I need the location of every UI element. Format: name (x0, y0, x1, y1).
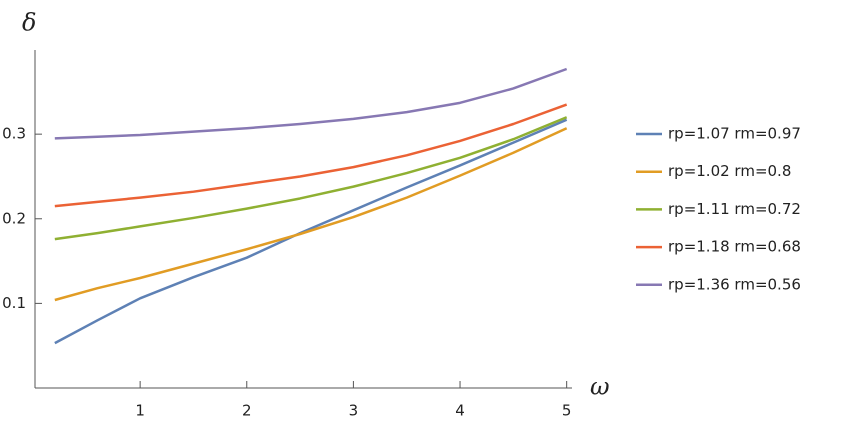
legend-label: rp=1.02 rm=0.8 (668, 162, 791, 180)
y-tick-label: 0.3 (2, 125, 26, 143)
series-line (54, 103, 568, 208)
series-line (54, 127, 568, 302)
legend-label: rp=1.11 rm=0.72 (668, 200, 801, 218)
x-tick-label: 2 (242, 402, 252, 420)
x-tick-label: 5 (562, 402, 572, 420)
y-tick-label: 0.2 (2, 209, 26, 227)
x-axis-label: ω (590, 373, 610, 401)
series-line (54, 116, 568, 241)
y-tick-label: 0.1 (2, 294, 26, 312)
legend-label: rp=1.36 rm=0.56 (668, 275, 801, 293)
x-tick-label: 4 (455, 402, 465, 420)
x-tick-label: 1 (135, 402, 145, 420)
legend-label: rp=1.18 rm=0.68 (668, 238, 801, 256)
x-tick-label: 3 (349, 402, 359, 420)
series-line (54, 67, 568, 140)
y-axis-label: δ (22, 9, 36, 37)
legend-label: rp=1.07 rm=0.97 (668, 125, 801, 143)
